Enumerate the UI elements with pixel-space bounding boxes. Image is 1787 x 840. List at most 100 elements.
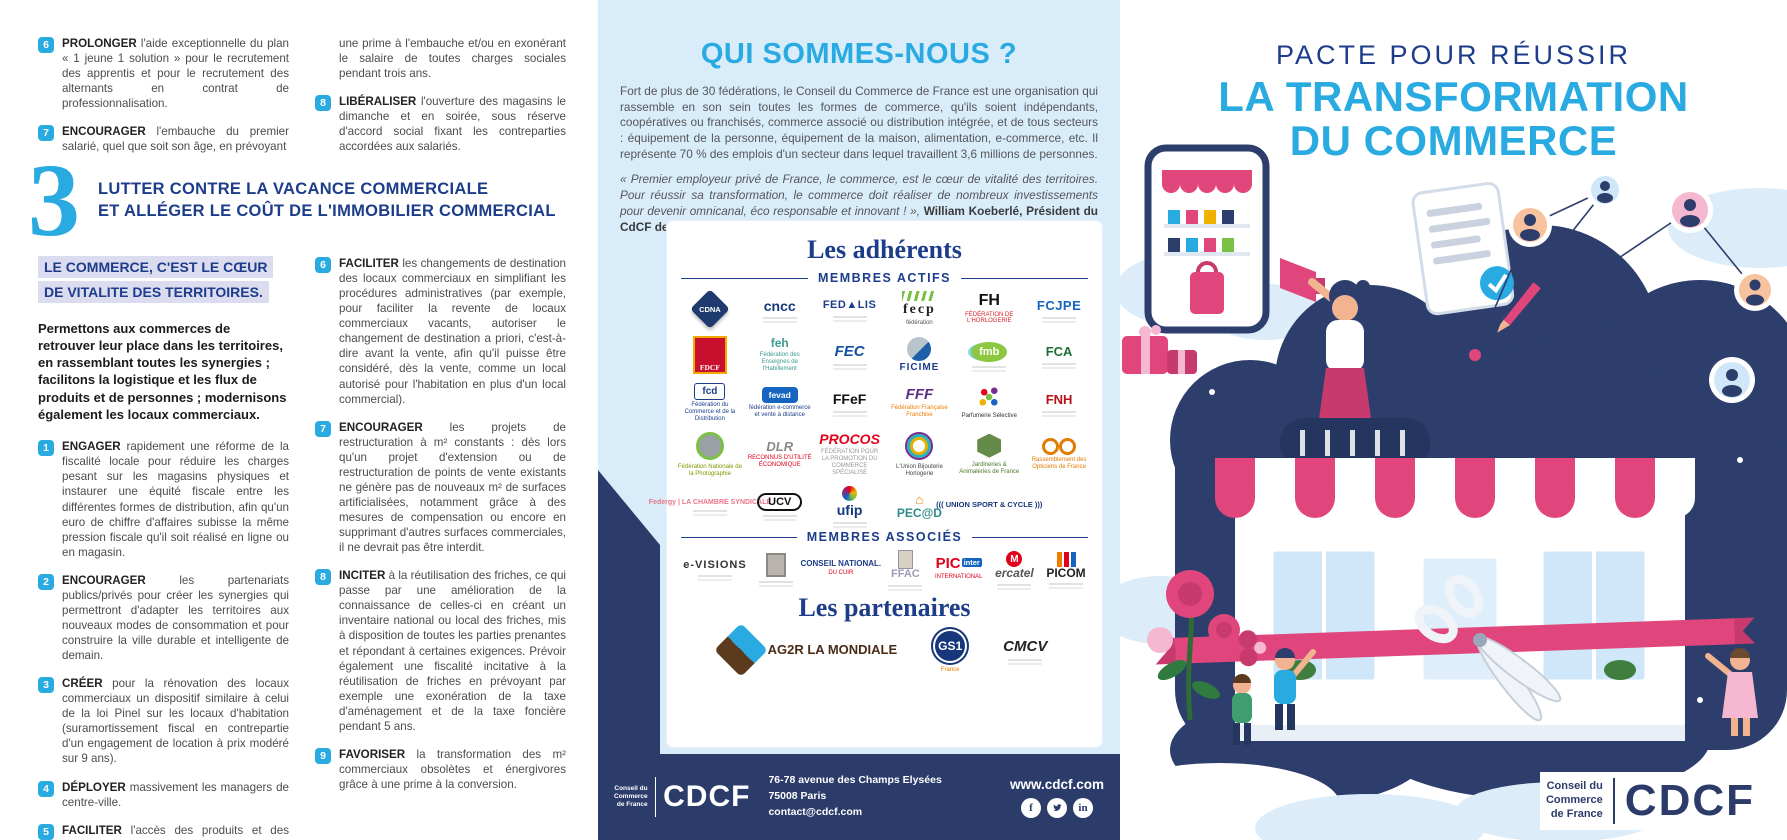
fca-caption-bar xyxy=(1042,362,1077,365)
fedalis-text: FED▲LIS xyxy=(822,299,877,312)
top-column-2: une prime à l'embauche et/ou en exonéran… xyxy=(315,36,566,167)
continuation-text: une prime à l'embauche et/ou en exonéran… xyxy=(339,37,566,81)
awning xyxy=(1215,458,1695,518)
numbered-point-6: 6 PROLONGER l'aide exceptionnelle du plan… xyxy=(38,36,289,111)
points-1-5: 1 ENGAGER rapidement une réforme de la fi… xyxy=(38,439,289,840)
numbered-point-9: 9 FAVORISER la transformation des m² comm… xyxy=(315,747,566,792)
point-number-badge: 1 xyxy=(38,440,54,457)
social-icons: f in xyxy=(1010,797,1104,818)
avatar xyxy=(1667,187,1713,233)
about-paragraph: Fort de plus de 30 fédérations, le Conse… xyxy=(620,84,1098,161)
person-right-pink xyxy=(1705,648,1758,736)
cdcf-wordmark-cover: CDCF xyxy=(1624,776,1755,825)
cover-illustration xyxy=(1120,144,1787,840)
numbered-point-7: 7 ENCOURAGER l'embauche du premier salari… xyxy=(38,124,289,154)
point-text: ENCOURAGER les projets de restructuratio… xyxy=(339,420,566,555)
fec-text: FEC xyxy=(834,343,865,361)
active-members-grid: CDNA cncc FED▲LIS fecp fédération FH FÉDÉRATIO… xyxy=(649,291,1092,525)
announcer-woman xyxy=(1280,258,1430,468)
point-number-badge: 6 xyxy=(315,257,331,273)
pic-international-text: PIC inter xyxy=(935,555,982,573)
point-number-badge: 7 xyxy=(38,125,54,142)
active-members-label: MEMBRES ACTIFS xyxy=(681,271,1088,285)
fevad-caption: fédération e-commerce et vente à distanc… xyxy=(748,404,811,418)
logo-ufip: ufip xyxy=(832,486,867,525)
checklist-card xyxy=(1411,181,1515,316)
federation-photographie-mark xyxy=(695,431,724,460)
logo-fevad: fevad fédération e-commerce et vente à di… xyxy=(747,386,813,419)
logo-opticiens-de-france: Rassemblement des Opticiens de France xyxy=(1026,438,1092,471)
facebook-icon[interactable]: f xyxy=(1020,797,1041,818)
logo-federgy: Federgy | LA CHAMBRE SYNDICALE xyxy=(649,499,771,512)
conseil-national-du-cuir-text: CONSEIL NATIONAL. xyxy=(800,558,882,568)
contact-email[interactable]: contact@cdcf.com xyxy=(768,805,863,818)
point-number-badge: 5 xyxy=(38,823,54,840)
fecp-mark xyxy=(902,291,937,302)
logo-union-sport-cycle: ((( UNION SPORT & CYCLE ))) xyxy=(936,501,1042,509)
ucv-mark: UCV xyxy=(757,493,803,512)
website-url[interactable]: www.cdcf.com xyxy=(1009,776,1104,792)
logo-dlr: DLR RECONNUS D'UTILITÉ ÉCONOMIQUE xyxy=(747,440,813,469)
ufip-caption-bar xyxy=(832,522,867,525)
point-text: LIBÉRALISER l'ouverture des magasins le … xyxy=(339,95,566,154)
section-title-line1: LUTTER CONTRE LA VACANCE COMMERCIALE xyxy=(98,180,489,198)
pecad-text: PEC@D xyxy=(896,505,942,520)
avatar-network xyxy=(1469,171,1776,403)
section-title-line2: ET ALLÉGER LE COÛT DE L'IMMOBILIER COMME… xyxy=(98,202,556,221)
logo-fecp: fecp fédération xyxy=(902,291,937,327)
logo-fca: FCA xyxy=(1042,345,1077,365)
mercatel-caption-bar xyxy=(997,583,1032,586)
e-visions-caption-bar xyxy=(697,575,732,578)
mercatel-mark: M xyxy=(1006,551,1023,568)
fff-caption: Fédération Française Franchise xyxy=(891,404,948,418)
logo-fnh: FNH xyxy=(1042,393,1077,413)
logo-ficime: FICIME xyxy=(899,336,939,374)
numbered-point-5: 5 FACILITER l'accès des produits et des c… xyxy=(38,823,289,840)
logo-fff: FFF Fédération Française Franchise xyxy=(887,387,953,419)
logo-conseil-national-du-cuir: CONSEIL NATIONAL. DU CUIR xyxy=(801,559,882,577)
section-3-column-2: 6 FACILITER les changements de destinatio… xyxy=(315,256,566,840)
section-title: LUTTER CONTRE LA VACANCE COMMERCIALE ET … xyxy=(98,158,556,243)
linkedin-icon[interactable]: in xyxy=(1072,797,1093,818)
twitter-icon[interactable] xyxy=(1046,797,1067,818)
person-left-blue xyxy=(1274,648,1316,730)
picom-text: PICOM xyxy=(1046,565,1086,580)
federgy-text: Federgy | LA CHAMBRE SYNDICALE xyxy=(648,498,772,506)
ffef-text: FFeF xyxy=(832,391,867,408)
logo-fdcf: FDCF xyxy=(692,336,727,374)
fevad-mark: fevad xyxy=(761,386,798,403)
top-column-2-points: 8 LIBÉRALISER l'ouverture des magasins le… xyxy=(315,94,566,154)
fedalis-caption-bar xyxy=(832,315,867,318)
section-3-body: LE COMMERCE, C'EST LE CŒUR DE VITALITE D… xyxy=(38,256,566,840)
cover-title-line2: LA TRANSFORMATION xyxy=(1218,73,1689,120)
emblem-mark xyxy=(766,553,787,578)
point-text: FACILITER les changements de destination… xyxy=(339,257,566,406)
cdcf-logo-footer: Conseil du Commerce de France CDCF xyxy=(614,777,750,817)
ufip-text: ufip xyxy=(836,502,863,519)
pic-international-caption: INTERNATIONAL xyxy=(934,573,983,580)
mercatel-text: ercatel xyxy=(995,566,1034,581)
logo-picom: PICOM xyxy=(1046,551,1086,586)
logo-fmb: fmb xyxy=(971,342,1008,368)
highlight-statement: LE COMMERCE, C'EST LE CŒUR DE VITALITE D… xyxy=(38,256,289,306)
associated-members-row: e-VISIONS CONSEIL NATIONAL. DU CUIR FFAC PIC… xyxy=(677,550,1092,587)
logo-federation-photographie: Fédération Nationale de la Photographie xyxy=(677,431,743,478)
fcjpe-text: FCJPE xyxy=(1036,298,1082,314)
jardineries-animaleries-caption: Jardineries & Animaleries de France xyxy=(959,461,1020,475)
logo-e-visions: e-VISIONS xyxy=(683,559,746,578)
adherents-title: Les adhérents xyxy=(807,235,962,264)
logo-divider-cover xyxy=(1612,778,1615,824)
point-text: ENGAGER rapidement une réforme de la fis… xyxy=(62,440,289,559)
avatar xyxy=(1709,357,1755,403)
picom-mark xyxy=(1056,551,1062,567)
point-text: ENCOURAGER les partenariats publics/priv… xyxy=(62,573,289,663)
avatar xyxy=(1508,203,1552,247)
point-number-badge: 9 xyxy=(315,747,331,764)
cdcf-org-name-cover: Conseil du Commerce de France xyxy=(1545,780,1603,820)
point-text: CRÉER pour la rénovation des locaux comm… xyxy=(62,677,289,766)
scissors-icon xyxy=(1414,574,1562,722)
person-left-green xyxy=(1232,674,1252,745)
cdna-mark: CDNA xyxy=(692,291,728,327)
